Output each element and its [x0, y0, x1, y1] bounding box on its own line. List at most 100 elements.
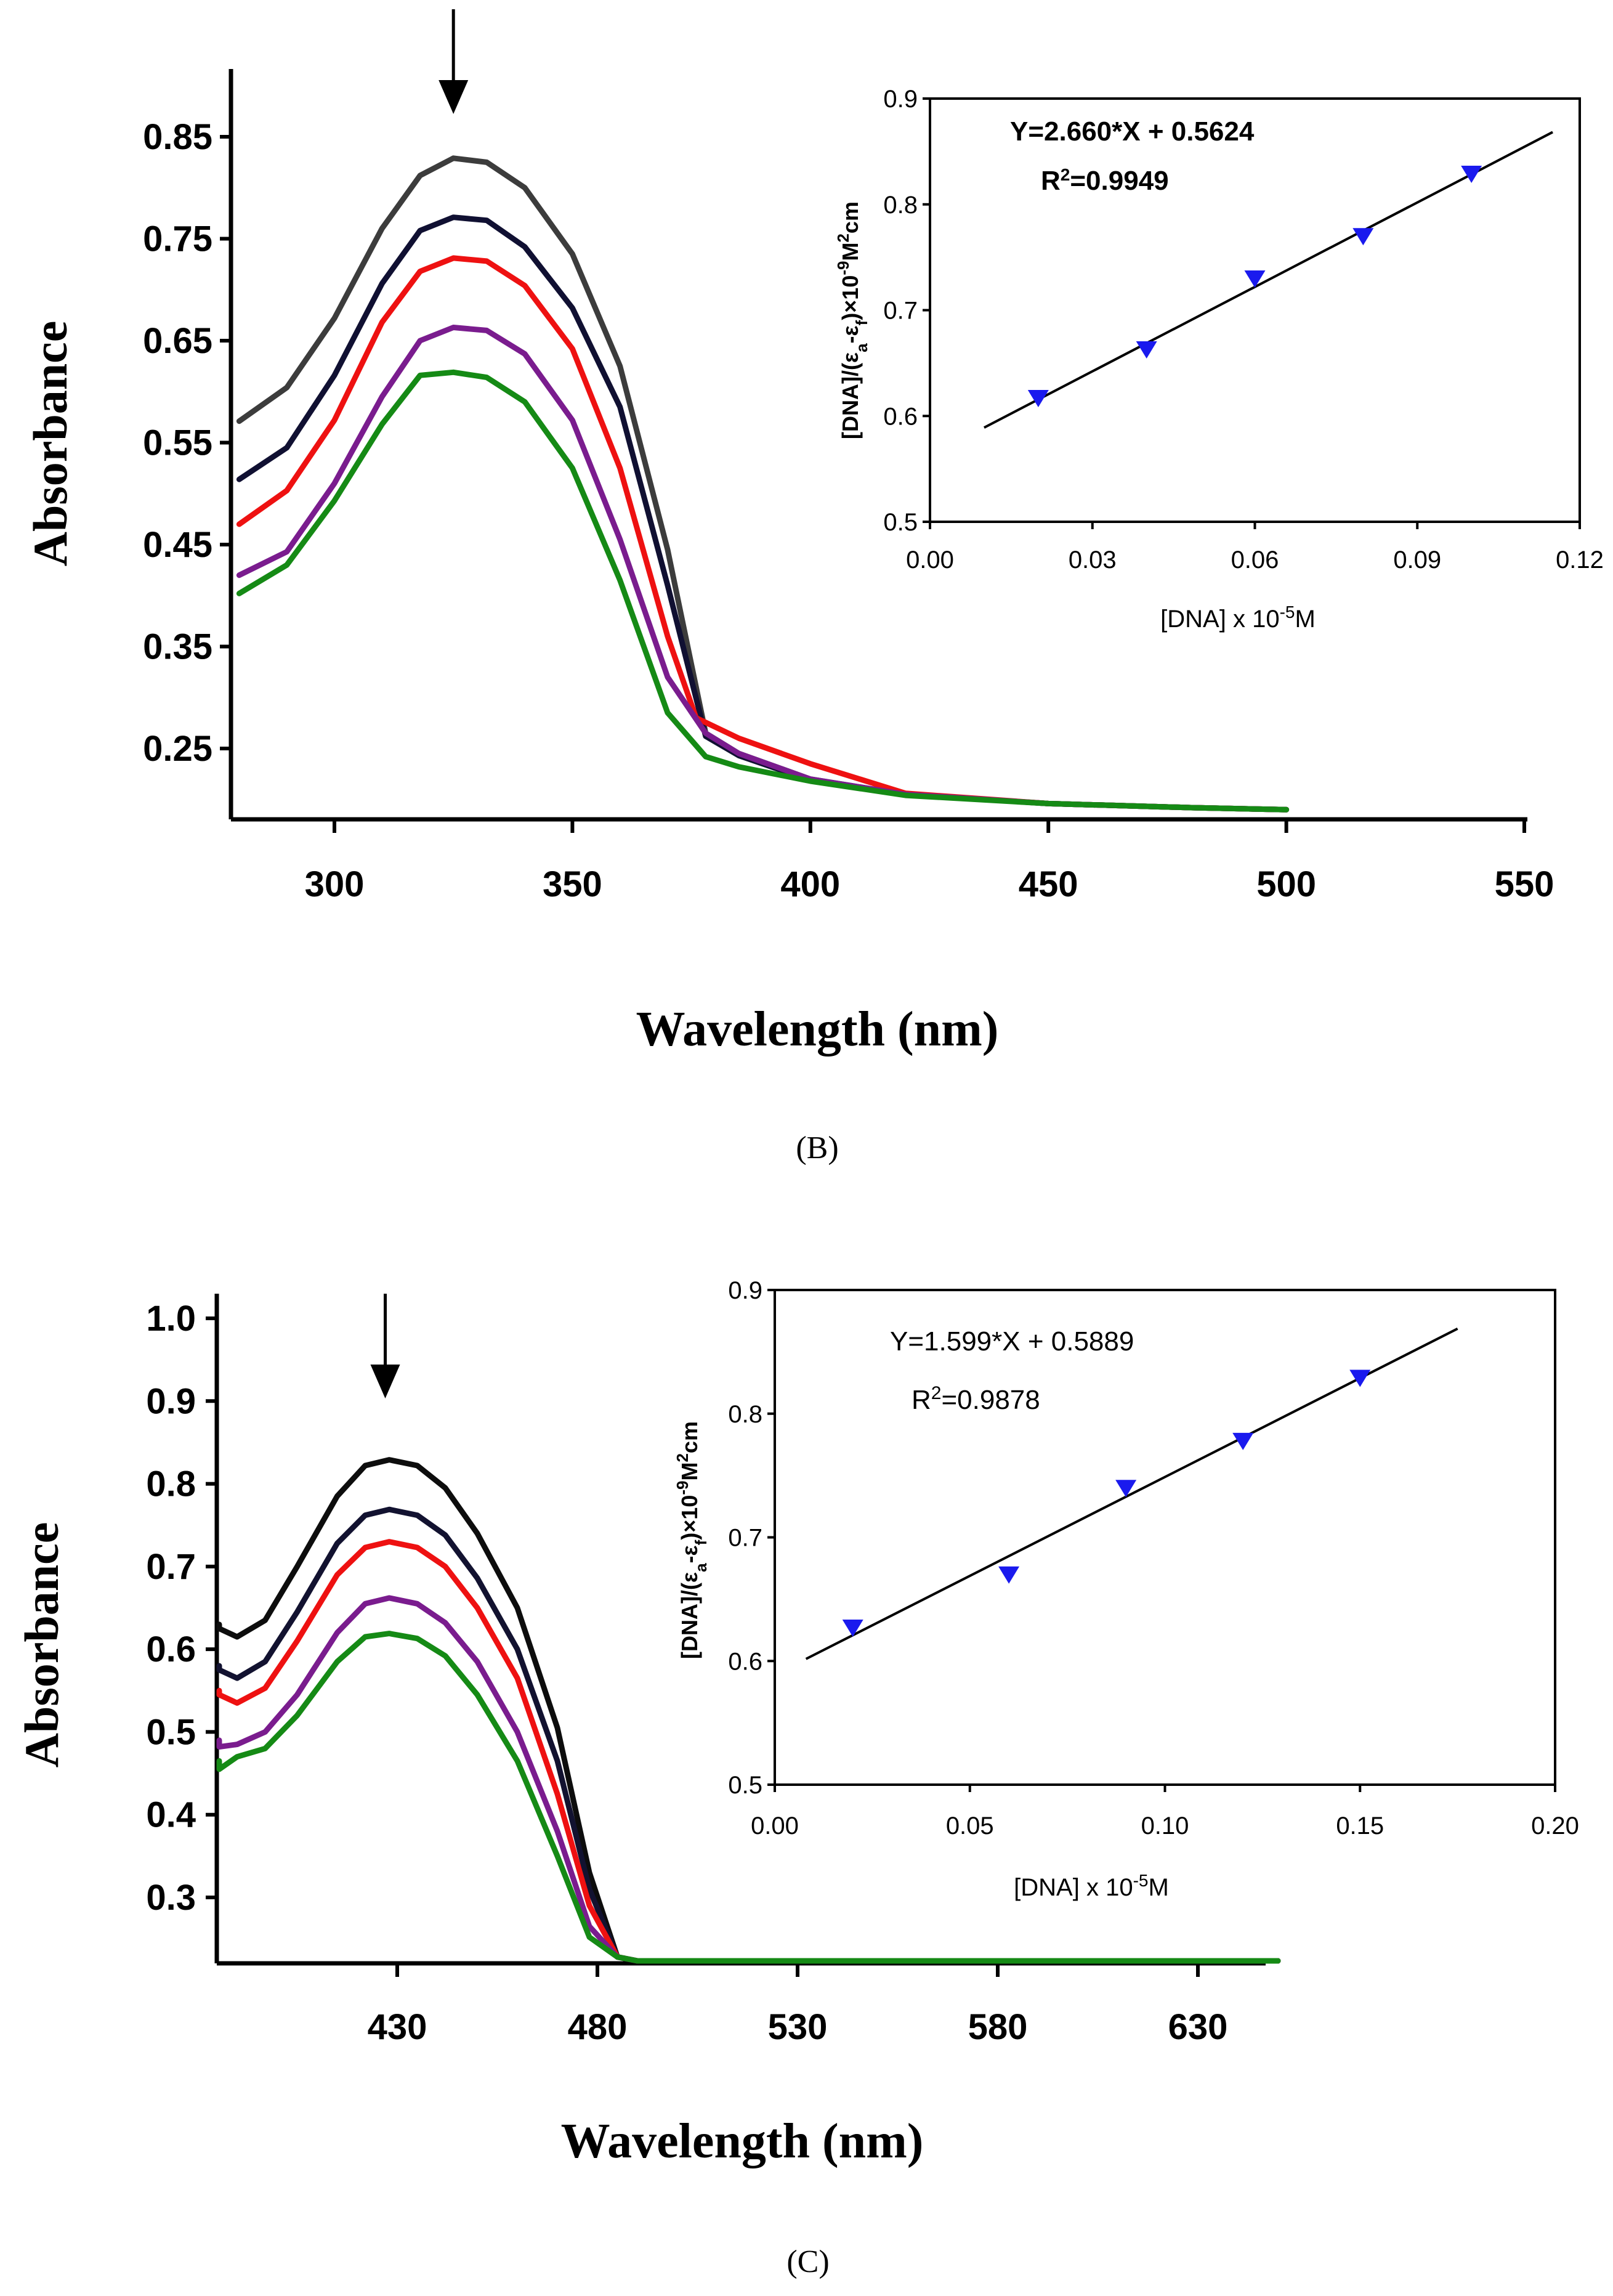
b-inset-xtick-label: 0.06 — [1231, 546, 1279, 574]
c-ytick-label: 0.9 — [146, 1381, 196, 1421]
b-series-line-4 — [236, 325, 1290, 813]
b-inset-ytick-label: 0.6 — [883, 403, 918, 430]
c-ytick-label: 0.4 — [146, 1795, 196, 1835]
b-fit-line — [983, 131, 1553, 429]
b-xtick-label: 500 — [1256, 864, 1316, 904]
b-inset-xlabel: [DNA] x 10-5M — [1160, 602, 1316, 633]
b-ytick-label: 0.55 — [143, 423, 212, 463]
c-arrow-head — [370, 1365, 400, 1398]
b-series-line-3 — [236, 255, 1290, 813]
c-inset-point — [998, 1566, 1020, 1584]
b-ytick-label: 0.35 — [143, 627, 212, 667]
c-inset-point — [1232, 1432, 1254, 1450]
b-inset-point — [1352, 228, 1374, 246]
c-arrow — [370, 1294, 400, 1398]
c-ytick-label: 0.7 — [146, 1547, 196, 1587]
c-xtick-label: 530 — [768, 2007, 828, 2047]
b-ytick-label: 0.85 — [143, 117, 212, 157]
b-inset-xtick-label: 0.09 — [1393, 546, 1441, 574]
c-inset-x-ticks: 0.00 0.05 0.10 0.15 0.20 — [751, 1785, 1579, 1840]
c-inset-xtick-label: 0.00 — [751, 1812, 799, 1840]
c-ytick-label: 0.5 — [146, 1712, 196, 1752]
b-ytick-label: 0.75 — [143, 219, 212, 259]
c-inset-ytick-label: 0.8 — [728, 1401, 762, 1428]
b-ytick-label: 0.25 — [143, 729, 212, 769]
b-xtick-label: 300 — [305, 864, 365, 904]
c-inset-ytick-label: 0.6 — [728, 1648, 762, 1675]
b-inset-point — [1136, 341, 1157, 359]
c-ylabel: Absorbance — [15, 1522, 68, 1768]
c-r2: R2=0.9878 — [912, 1383, 1040, 1416]
c-inset-xtick-label: 0.20 — [1531, 1812, 1579, 1840]
c-inset-xtick-label: 0.05 — [946, 1812, 994, 1840]
b-inset-point — [1461, 165, 1482, 183]
b-inset-x-ticks: 0.00 0.03 0.06 0.09 0.12 — [906, 522, 1604, 574]
c-ytick-label: 0.3 — [146, 1878, 196, 1918]
b-inset-ytick-label: 0.9 — [883, 86, 918, 113]
b-ylabel: Absorbance — [23, 321, 77, 567]
b-series-group — [236, 155, 1290, 813]
c-xlabel: Wavelength (nm) — [561, 2114, 924, 2168]
c-inset-points — [842, 1369, 1371, 1637]
c-inset-xlabel: [DNA] x 10-5M — [1014, 1871, 1169, 1902]
c-xtick-label: 480 — [568, 2007, 628, 2047]
b-r2: R2=0.9949 — [1041, 165, 1169, 197]
panel-c: 0.3 0.4 0.5 0.6 0.7 0.8 0.9 1.0 430 480 530 580 630… — [15, 1277, 1579, 2279]
c-inset-ytick-label: 0.9 — [728, 1277, 762, 1304]
c-inset-y-ticks: 0.5 0.6 0.7 0.8 0.9 — [728, 1277, 775, 1799]
b-inset-y-ticks: 0.5 0.6 0.7 0.8 0.9 — [883, 86, 930, 536]
b-inset-point — [1244, 270, 1266, 288]
c-y-ticks: 0.3 0.4 0.5 0.6 0.7 0.8 0.9 1.0 — [146, 1299, 217, 1918]
b-arrow-head — [439, 80, 469, 114]
c-ytick-label: 1.0 — [146, 1299, 196, 1339]
b-inset-frame — [929, 97, 1581, 523]
b-inset-ytick-label: 0.5 — [883, 509, 918, 536]
b-inset-points — [1027, 165, 1482, 408]
b-inset-xtick-label: 0.00 — [906, 546, 954, 574]
b-xlabel: Wavelength (nm) — [636, 1002, 999, 1057]
c-inset-xtick-label: 0.15 — [1336, 1812, 1384, 1840]
c-xtick-label: 630 — [1168, 2007, 1228, 2047]
b-caption: (B) — [796, 1130, 838, 1166]
b-inset-point — [1027, 390, 1049, 408]
c-inset-point — [1115, 1480, 1137, 1498]
c-series-group — [216, 1457, 1281, 1964]
b-arrow — [439, 9, 469, 114]
b-xtick-label: 550 — [1495, 864, 1554, 904]
b-inset-ytick-label: 0.7 — [883, 298, 918, 325]
c-inset-point — [1349, 1369, 1371, 1387]
panel-b: 0.25 0.35 0.45 0.55 0.65 0.75 0.85 300 350 400 45… — [23, 9, 1604, 1166]
c-inset-frame — [774, 1289, 1556, 1786]
c-caption: (C) — [786, 2244, 829, 2279]
c-inset: 0.5 0.6 0.7 0.8 0.9 0.00 0.05 0.10 0.15 0.20 Y=1… — [673, 1277, 1579, 1901]
b-inset-ylabel: [DNA]/(εa-εf)×10-9M2cm — [834, 201, 871, 439]
c-equation: Y=1.599*X + 0.5889 — [890, 1326, 1134, 1357]
c-inset-ytick-label: 0.5 — [728, 1772, 762, 1799]
c-inset-ytick-label: 0.7 — [728, 1525, 762, 1552]
b-inset-xtick-label: 0.03 — [1069, 546, 1117, 574]
c-series-line-5 — [216, 1631, 1281, 1964]
b-xtick-label: 450 — [1019, 864, 1078, 904]
b-xtick-label: 350 — [543, 864, 602, 904]
b-inset-ytick-label: 0.8 — [883, 192, 918, 219]
c-x-ticks: 430 480 530 580 630 — [368, 1963, 1228, 2047]
b-inset-xtick-label: 0.12 — [1556, 546, 1604, 574]
b-xtick-label: 400 — [780, 864, 840, 904]
b-y-ticks: 0.25 0.35 0.45 0.55 0.65 0.75 0.85 — [143, 117, 231, 769]
c-inset-point — [842, 1620, 863, 1637]
b-equation: Y=2.660*X + 0.5624 — [1010, 116, 1255, 147]
c-inset-xtick-label: 0.10 — [1141, 1812, 1189, 1840]
c-ytick-label: 0.6 — [146, 1629, 196, 1669]
c-inset-ylabel: [DNA]/(εa-εf)×10-9M2cm — [673, 1421, 710, 1659]
c-ytick-label: 0.8 — [146, 1464, 196, 1504]
b-x-ticks: 300 350 400 450 500 550 — [305, 819, 1554, 904]
b-series-line-1 — [236, 155, 1290, 813]
c-fit-line — [805, 1328, 1458, 1660]
b-ytick-label: 0.65 — [143, 321, 212, 361]
c-xtick-label: 430 — [368, 2007, 427, 2047]
b-ytick-label: 0.45 — [143, 525, 212, 565]
b-inset: 0.5 0.6 0.7 0.8 0.9 0.00 0.03 0.06 0.09 0.12 Y=2… — [834, 86, 1604, 633]
b-series-line-5 — [236, 369, 1290, 813]
c-xtick-label: 580 — [968, 2007, 1028, 2047]
